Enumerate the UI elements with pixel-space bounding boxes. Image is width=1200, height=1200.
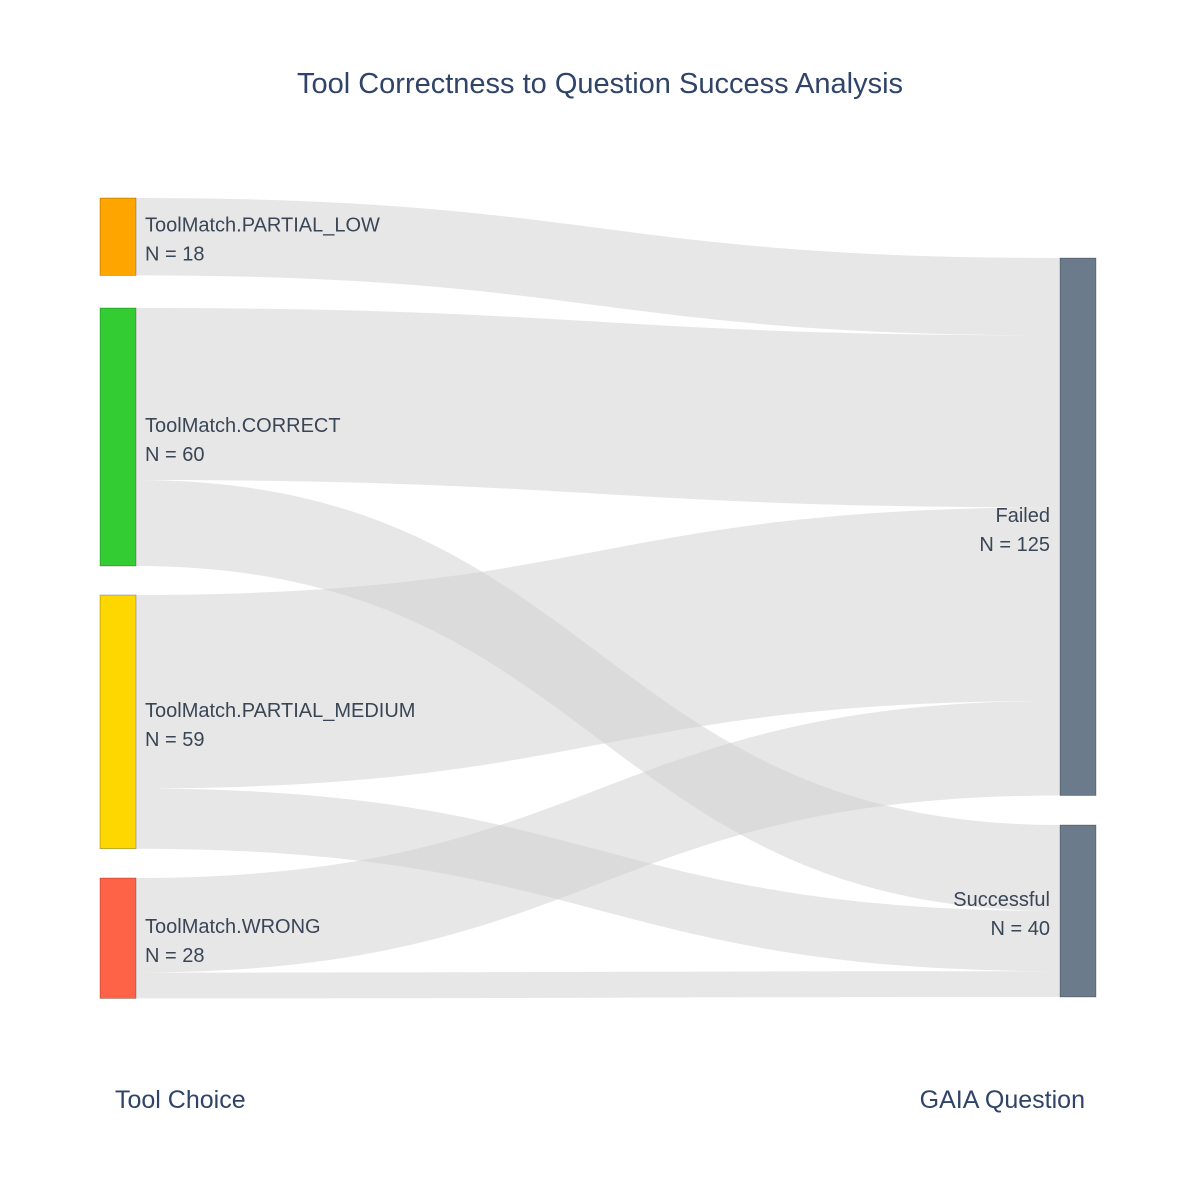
- sankey-node-label-partial_low: ToolMatch.PARTIAL_LOW N = 18: [145, 215, 380, 266]
- sankey-node-partial_low[interactable]: [99, 197, 137, 276]
- sankey-node-label-partial_medium: ToolMatch.PARTIAL_MEDIUM N = 59: [145, 700, 415, 751]
- sankey-node-label-failed: Failed N = 125: [979, 505, 1050, 556]
- sankey-node-wrong[interactable]: [99, 877, 137, 999]
- left-column-label: Tool Choice: [115, 1086, 246, 1114]
- sankey-link-partial_low-failed: [136, 198, 1060, 336]
- sankey-link-wrong-successful: [136, 971, 1060, 999]
- sankey-node-label-correct: ToolMatch.CORRECT N = 60: [145, 415, 341, 466]
- sankey-link-correct-failed: [136, 308, 1060, 508]
- sankey-node-correct[interactable]: [99, 307, 137, 567]
- sankey-node-label-wrong: ToolMatch.WRONG N = 28: [145, 916, 321, 967]
- sankey-node-label-successful: Successful N = 40: [953, 889, 1050, 940]
- sankey-node-successful[interactable]: [1059, 824, 1097, 998]
- sankey-node-failed[interactable]: [1059, 257, 1097, 796]
- sankey-link-partial_medium-failed: [136, 507, 1060, 789]
- sankey-node-partial_medium[interactable]: [99, 594, 137, 849]
- right-column-label: GAIA Question: [919, 1086, 1085, 1114]
- sankey-link-wrong-failed: [136, 700, 1060, 973]
- chart-title: Tool Correctness to Question Success Ana…: [296, 68, 904, 100]
